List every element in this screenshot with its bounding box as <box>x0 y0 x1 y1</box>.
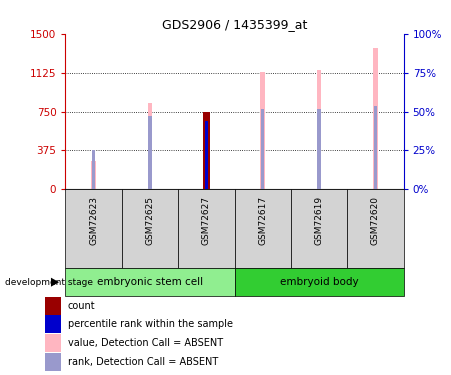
Bar <box>317 70 321 189</box>
Text: count: count <box>68 301 95 310</box>
Bar <box>374 106 377 189</box>
Bar <box>45 315 61 333</box>
Bar <box>45 297 61 315</box>
Bar <box>261 72 265 189</box>
Bar <box>235 268 404 296</box>
Text: GSM72625: GSM72625 <box>146 196 154 244</box>
Bar <box>92 150 95 189</box>
Bar <box>122 189 178 268</box>
Bar <box>148 116 152 189</box>
Bar <box>178 189 235 268</box>
Text: percentile rank within the sample: percentile rank within the sample <box>68 320 233 329</box>
Bar <box>261 110 264 189</box>
Text: embryonic stem cell: embryonic stem cell <box>97 277 203 287</box>
Bar <box>318 110 321 189</box>
Bar <box>147 103 152 189</box>
Bar <box>291 189 347 268</box>
Bar <box>235 189 291 268</box>
Text: GSM72623: GSM72623 <box>89 196 98 244</box>
Bar <box>203 112 210 189</box>
Text: development stage: development stage <box>5 278 92 286</box>
Bar <box>347 189 404 268</box>
Text: GSM72619: GSM72619 <box>315 196 323 245</box>
Bar <box>45 334 61 352</box>
Text: value, Detection Call = ABSENT: value, Detection Call = ABSENT <box>68 338 223 348</box>
Text: GSM72620: GSM72620 <box>371 196 380 244</box>
Bar <box>45 353 61 371</box>
Bar <box>204 112 208 189</box>
Text: embryoid body: embryoid body <box>280 277 359 287</box>
Bar <box>65 189 122 268</box>
Text: rank, Detection Call = ABSENT: rank, Detection Call = ABSENT <box>68 357 218 367</box>
Bar <box>65 268 235 296</box>
Bar <box>205 121 208 189</box>
Bar <box>373 48 377 189</box>
Text: GSM72617: GSM72617 <box>258 196 267 245</box>
Bar <box>91 161 96 189</box>
Text: GSM72627: GSM72627 <box>202 196 211 244</box>
Title: GDS2906 / 1435399_at: GDS2906 / 1435399_at <box>162 18 307 31</box>
